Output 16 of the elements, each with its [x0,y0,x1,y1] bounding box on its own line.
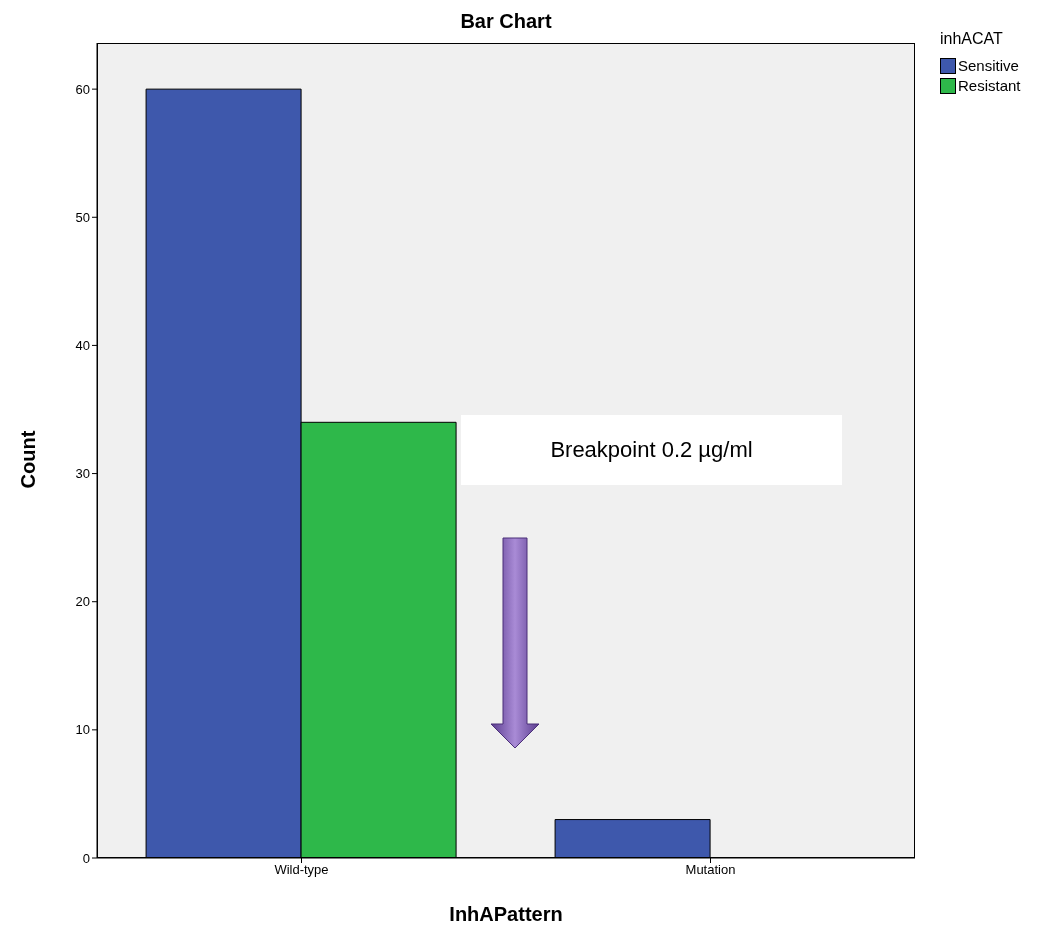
y-tick-label: 50 [75,209,90,225]
legend-title: inhACAT [940,30,1004,48]
y-tick-label: 40 [75,338,90,354]
x-tick-label: Wild-type [274,862,329,878]
y-tick-label: 0 [82,850,90,866]
chart-title: Bar Chart [459,10,553,33]
y-tick-label: 30 [75,466,90,482]
text-box: Breakpoint 0.2 µg/ml [461,415,842,485]
legend-label: Sensitive [957,56,1020,76]
legend-label: Resistant [957,76,1021,96]
x-tick-label: Mutation [685,862,736,878]
x-axis-title: InhAPattern [448,903,564,926]
y-tick-label: 10 [75,722,90,738]
y-tick-label: 60 [75,81,90,97]
y-tick-label: 20 [75,594,90,610]
y-axis-title: Count [16,429,40,491]
